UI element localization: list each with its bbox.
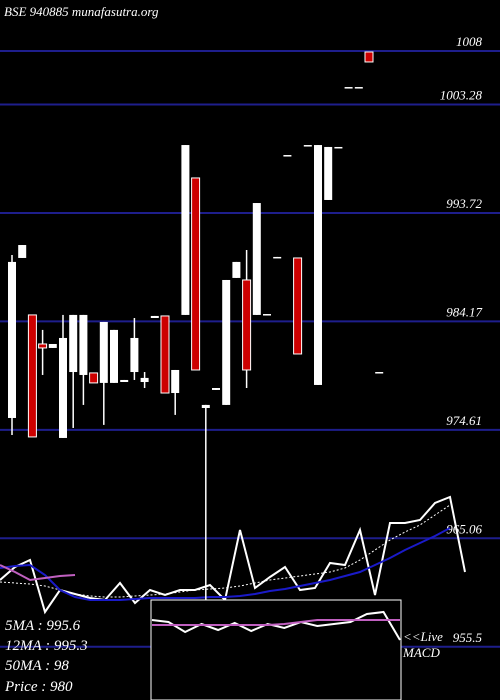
candle-body xyxy=(38,343,48,349)
macd-label: <<Live xyxy=(403,629,443,644)
candle-body xyxy=(191,177,201,371)
candle-body xyxy=(303,145,312,147)
candle-body xyxy=(27,314,37,438)
indicator-line xyxy=(152,619,400,626)
indicator-line xyxy=(151,610,401,641)
candle-body xyxy=(334,146,343,149)
candle-body xyxy=(375,372,384,374)
y-tick-label: 993.72 xyxy=(446,196,482,211)
y-tick-label: 974.61 xyxy=(446,413,482,428)
candle-body xyxy=(160,315,170,394)
candle-body xyxy=(120,379,129,383)
candle-body xyxy=(48,343,57,348)
y-tick-label: 1008 xyxy=(456,34,483,49)
y-tick-label: 955.5 xyxy=(453,630,483,645)
candle-body xyxy=(263,314,271,316)
candle-body xyxy=(232,261,241,278)
candle-body xyxy=(69,314,78,373)
candle-body xyxy=(252,203,261,315)
chart-title: BSE 940885 munafasutra.org xyxy=(4,4,159,19)
candle-body xyxy=(150,315,159,318)
candle-body xyxy=(140,377,149,383)
candle-body xyxy=(293,257,303,355)
candle-body xyxy=(314,145,322,385)
info-text: 5MA : 995.6 xyxy=(5,618,81,634)
candle-body xyxy=(273,256,282,259)
indicator-line xyxy=(0,527,451,601)
info-text: Price : 980 xyxy=(4,679,73,695)
candle-body xyxy=(110,329,118,383)
y-tick-label: 965.06 xyxy=(446,521,482,536)
candle-body xyxy=(364,51,374,63)
macd-label: MACD xyxy=(402,645,440,660)
candle-body xyxy=(99,321,108,383)
info-text: 50MA : 98 xyxy=(5,658,69,674)
candle-body xyxy=(212,388,220,390)
candle-body xyxy=(130,337,139,373)
candle-body xyxy=(8,261,16,418)
candle-body xyxy=(344,87,353,89)
info-text: 12MA : 995.3 xyxy=(5,638,88,654)
candle-body xyxy=(283,155,292,157)
candle-body xyxy=(201,404,210,408)
candle-body xyxy=(18,245,27,258)
candle-body xyxy=(222,279,231,405)
indicator-line xyxy=(0,495,466,615)
candle-body xyxy=(59,337,67,438)
y-tick-label: 1003.28 xyxy=(440,88,483,103)
candle-body xyxy=(89,372,99,384)
indicator-line xyxy=(0,504,451,598)
candle-body xyxy=(181,145,190,315)
candle-body xyxy=(242,279,252,371)
candle-body xyxy=(324,146,333,200)
indicator-line xyxy=(0,564,76,582)
y-tick-label: 984.17 xyxy=(446,304,482,319)
candle-body xyxy=(171,369,180,394)
candle-body xyxy=(354,87,363,89)
candle-body xyxy=(79,314,88,375)
